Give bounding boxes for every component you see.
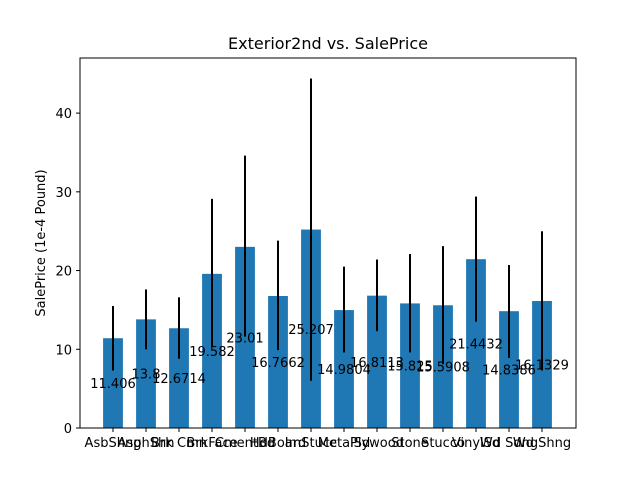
y-axis: 0 10 20 30 40 bbox=[55, 107, 80, 437]
x-tick-label-8: Plywood bbox=[350, 436, 404, 451]
x-tick-label-4: CmentBd bbox=[215, 436, 275, 451]
chart-title: Exterior2nd vs. SalePrice bbox=[228, 34, 428, 53]
bar-7 bbox=[334, 310, 354, 428]
x-tick-label-3: BrkFace bbox=[186, 436, 237, 451]
bar-5 bbox=[268, 296, 288, 428]
bar-2 bbox=[169, 328, 189, 428]
bar-9 bbox=[400, 303, 420, 428]
bar-0 bbox=[103, 338, 123, 428]
data-label-1: 13.8 bbox=[132, 368, 161, 383]
error-bars-group bbox=[112, 78, 543, 381]
plot-frame bbox=[79, 57, 577, 429]
data-label-13: 16.1329 bbox=[515, 358, 569, 373]
data-label-3: 19.582 bbox=[189, 345, 235, 360]
bar-10 bbox=[433, 305, 453, 428]
bar-1 bbox=[136, 319, 156, 428]
bar-12 bbox=[499, 311, 519, 428]
x-tick-label-6: ImStucc bbox=[285, 436, 337, 451]
data-label-6: 25.207 bbox=[288, 323, 334, 338]
bar-4 bbox=[235, 246, 255, 428]
data-label-4: 23.01 bbox=[226, 331, 263, 346]
bar-11 bbox=[466, 259, 486, 428]
x-tick-label-9: Stone bbox=[391, 436, 429, 451]
x-tick-label-12: Wd Sdng bbox=[480, 436, 538, 451]
data-label-7: 14.9804 bbox=[317, 363, 371, 378]
y-tick-label-1: 10 bbox=[55, 343, 72, 358]
data-label-8: 16.8113 bbox=[350, 356, 404, 371]
data-label-10: 15.5908 bbox=[416, 361, 470, 376]
data-label-12: 14.8386 bbox=[482, 364, 536, 379]
data-label-5: 16.7662 bbox=[251, 356, 305, 371]
y-tick-label-2: 20 bbox=[55, 265, 72, 280]
y-tick-label-4: 40 bbox=[55, 107, 72, 122]
x-tick-label-5: HdBoard bbox=[250, 436, 306, 451]
data-label-0: 11.406 bbox=[90, 377, 136, 392]
data-label-9: 15.825 bbox=[387, 360, 433, 375]
data-label-2: 12.6714 bbox=[152, 372, 206, 387]
x-tick-label-7: MetalSd bbox=[318, 436, 370, 451]
bar-3 bbox=[202, 273, 222, 428]
x-tick-label-2: Brk Cmn bbox=[151, 436, 207, 451]
x-tick-label-11: VinylSd bbox=[452, 436, 500, 451]
x-tick-label-13: Wd Shng bbox=[513, 436, 571, 451]
y-axis-label: SalePrice (1e-4 Pound) bbox=[34, 169, 49, 316]
y-tick-label-3: 30 bbox=[55, 186, 72, 201]
x-tick-label-1: AsphShn bbox=[118, 436, 175, 451]
data-label-11: 21.4432 bbox=[449, 338, 503, 353]
bar-8 bbox=[367, 295, 387, 428]
x-tick-label-0: AsbShng bbox=[85, 436, 142, 451]
x-tick-label-10: Stucco bbox=[421, 436, 465, 451]
y-tick-label-0: 0 bbox=[64, 422, 72, 437]
